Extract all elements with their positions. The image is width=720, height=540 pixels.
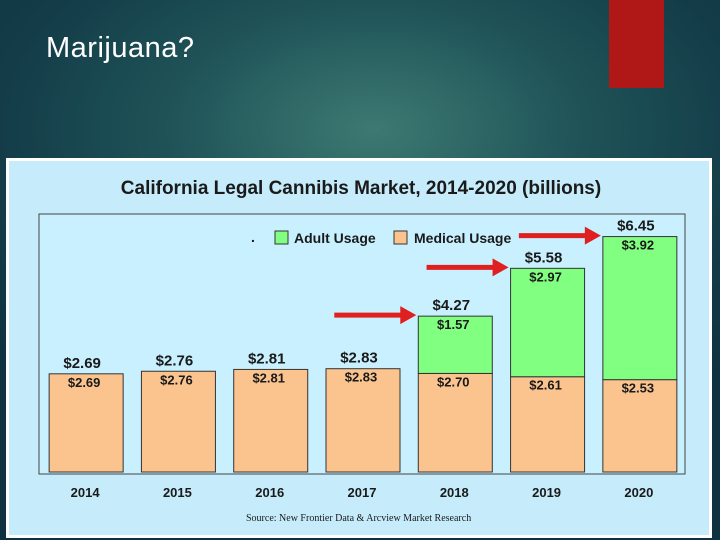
bar-total-label-2019: $5.58	[525, 249, 563, 266]
arrows-group	[334, 226, 601, 325]
chart-svg: California Legal Cannibis Market, 2014-2…	[9, 161, 709, 535]
x-tick-2016: 2016	[255, 485, 284, 500]
bar-total-label-2015: $2.76	[156, 352, 194, 369]
legend-label-adult: Adult Usage	[294, 230, 376, 246]
bar-medical-2018	[417, 372, 493, 473]
legend: . Adult Usage Medical Usage	[251, 229, 511, 246]
arrow-head-2020	[584, 226, 601, 245]
x-axis-ticks: 2014 2015 2016 2017 2018 2019 2020	[71, 485, 654, 500]
bar-medical-2019	[510, 376, 586, 473]
bar-medical-label-2017: $2.83	[345, 370, 378, 385]
bar-adult-label-2018: $1.57	[437, 317, 470, 332]
accent-bar	[609, 0, 664, 88]
legend-label-medical: Medical Usage	[414, 230, 511, 246]
bar-medical-label-2016: $2.81	[252, 370, 285, 385]
bar-medical-2016	[233, 368, 309, 473]
arrow-head-2018	[400, 306, 417, 325]
chart-frame: California Legal Cannibis Market, 2014-2…	[6, 158, 712, 538]
bar-total-label-2020: $6.45	[617, 218, 655, 235]
bar-adult-label-2020: $3.92	[622, 238, 655, 253]
source-note: Source: New Frontier Data & Arcview Mark…	[246, 513, 471, 524]
legend-prefix: .	[251, 229, 255, 245]
bar-medical-2014	[48, 373, 124, 473]
bar-total-label-2017: $2.83	[340, 350, 378, 367]
bar-medical-label-2020: $2.53	[622, 381, 655, 396]
bar-medical-2015	[140, 370, 216, 473]
x-tick-2015: 2015	[163, 485, 192, 500]
x-tick-2017: 2017	[348, 485, 377, 500]
bar-adult-2018	[417, 315, 493, 374]
bar-medical-label-2018: $2.70	[437, 374, 470, 389]
bar-medical-label-2014: $2.69	[68, 375, 101, 390]
bar-medical-2017	[325, 368, 401, 473]
bar-medical-2020	[602, 379, 678, 473]
slide-title: Marijuana?	[46, 32, 195, 64]
bar-adult-label-2019: $2.97	[529, 269, 562, 284]
bar-total-label-2016: $2.81	[248, 350, 286, 367]
bar-adult-2020	[602, 236, 678, 381]
legend-swatch-adult	[274, 230, 289, 245]
bar-adult-2019	[510, 267, 586, 378]
x-tick-2014: 2014	[71, 485, 101, 500]
arrow-head-2019	[492, 258, 509, 277]
bar-total-label-2014: $2.69	[63, 355, 101, 372]
chart-title: California Legal Cannibis Market, 2014-2…	[121, 178, 601, 199]
x-tick-2020: 2020	[624, 485, 653, 500]
bar-medical-label-2015: $2.76	[160, 372, 193, 387]
bar-total-label-2018: $4.27	[433, 297, 471, 314]
x-tick-2018: 2018	[440, 485, 469, 500]
legend-swatch-medical	[393, 230, 408, 245]
x-tick-2019: 2019	[532, 485, 561, 500]
bar-medical-label-2019: $2.61	[529, 378, 562, 393]
bars-group: $2.69 $2.69 $2.76 $2.76 $2.81 $2.81 $2.83 $2.83…	[48, 218, 678, 473]
